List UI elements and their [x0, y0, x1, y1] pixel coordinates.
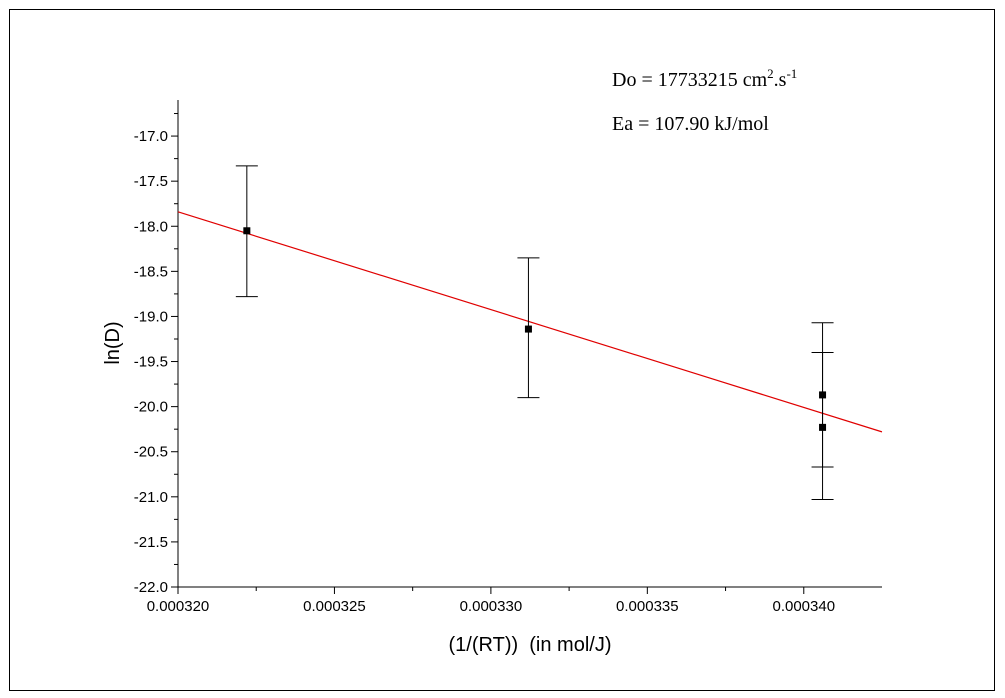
do-mid: .s [774, 69, 787, 91]
ea-annotation: Ea = 107.90 kJ/mol [612, 113, 769, 135]
ticks: -17.0 -17.5 -18.0 -18.5 -19.0 -19.5 -20.0 -20.5… [134, 113, 835, 615]
y-tick-label: -19.0 [134, 308, 168, 325]
x-tick-label: 0.000340 [772, 598, 835, 615]
data-point [243, 227, 251, 235]
y-tick-label: -18.5 [134, 263, 168, 280]
y-tick-label: -20.0 [134, 399, 168, 416]
x-tick-label: 0.000325 [303, 598, 366, 615]
y-axis-label: ln(D) [102, 321, 124, 364]
y-tick-label: -21.0 [134, 489, 168, 506]
y-tick-label: -19.5 [134, 354, 168, 371]
data-point [524, 325, 532, 333]
y-tick-label: -17.5 [134, 173, 168, 190]
data-points [243, 227, 827, 431]
y-tick-label: -22.0 [134, 579, 168, 596]
x-tick-label: 0.000320 [147, 598, 210, 615]
x-axis-label: (1/(RT)) (in mol/J) [449, 634, 612, 656]
y-tick-label: -21.5 [134, 534, 168, 551]
do-prefix: Do = 17733215 cm [612, 69, 768, 91]
data-point [819, 391, 827, 399]
do-sup-cm: 2 [767, 66, 774, 81]
x-tick-label: 0.000330 [460, 598, 523, 615]
y-tick-label: -17.0 [134, 128, 168, 145]
error-bars [235, 165, 834, 501]
axes [177, 100, 882, 588]
fit-line [177, 211, 883, 433]
do-sup-s: -1 [786, 66, 797, 81]
y-tick-label: -18.0 [134, 218, 168, 235]
do-annotation: Do = 17733215 cm2.s-1 [612, 66, 797, 91]
y-tick-label: -20.5 [134, 444, 168, 461]
figure-frame [9, 9, 995, 691]
x-tick-label: 0.000335 [616, 598, 679, 615]
data-point [819, 423, 827, 431]
